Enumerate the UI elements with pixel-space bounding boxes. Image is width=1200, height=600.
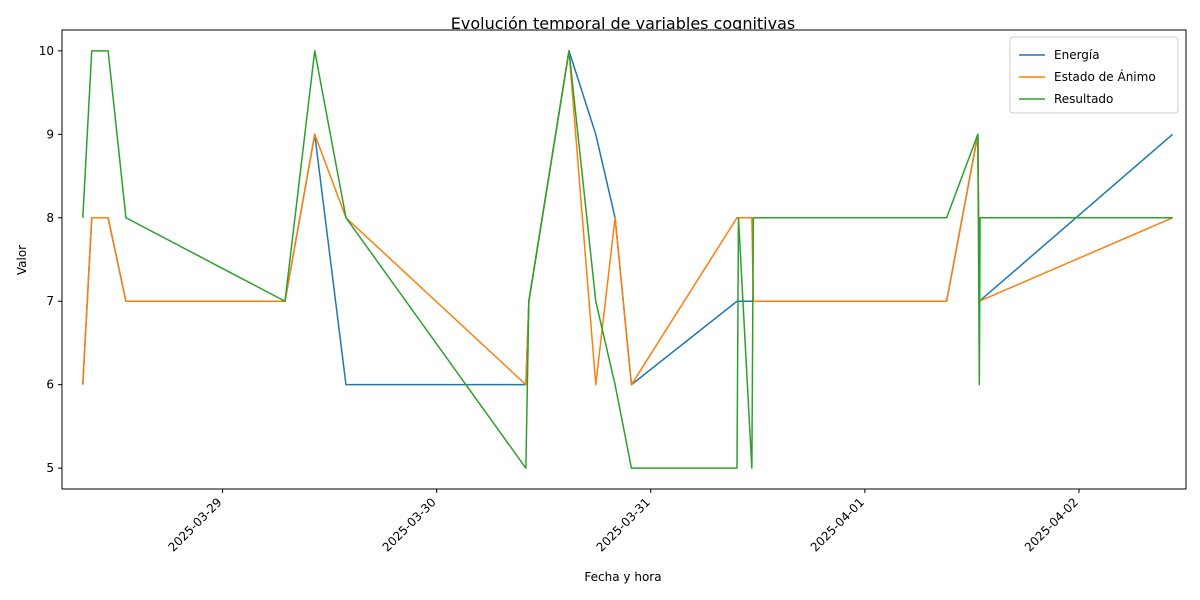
- legend: Energía Estado de Ánimo Resultado: [1009, 36, 1179, 114]
- y-tick-label: 6: [46, 378, 54, 392]
- x-tick-label: 2025-04-02: [1022, 495, 1081, 554]
- series-line-3: [82, 50, 1173, 469]
- legend-box: [1009, 36, 1179, 114]
- y-tick-label: 9: [46, 127, 54, 141]
- y-tick-label: 5: [46, 461, 54, 475]
- y-tick-label: 8: [46, 211, 54, 225]
- plot-frame: [61, 29, 1187, 490]
- y-tick-label: 7: [46, 294, 54, 308]
- x-tick-label: 2025-04-01: [808, 495, 867, 554]
- y-axis: 5 6 7 8 9 10: [39, 44, 62, 475]
- chart-title: Evolución temporal de variables cognitiv…: [451, 14, 795, 33]
- x-tick-label: 2025-03-31: [594, 495, 653, 554]
- x-tick-label: 2025-03-29: [165, 495, 224, 554]
- legend-label-3: Resultado: [1054, 92, 1113, 106]
- x-tick-label: 2025-03-30: [380, 495, 439, 554]
- x-axis-label: Fecha y hora: [584, 570, 661, 584]
- legend-label-1: Energía: [1054, 48, 1100, 62]
- y-axis-label: Valor: [15, 245, 29, 275]
- series-layer: [82, 50, 1174, 469]
- series-line-2: [82, 50, 1173, 386]
- x-axis: 2025-03-29 2025-03-30 2025-03-31 2025-04-01…: [165, 489, 1081, 554]
- plot-area: [62, 30, 1186, 489]
- legend-label-2: Estado de Ánimo: [1054, 69, 1156, 84]
- y-tick-label: 10: [39, 44, 54, 58]
